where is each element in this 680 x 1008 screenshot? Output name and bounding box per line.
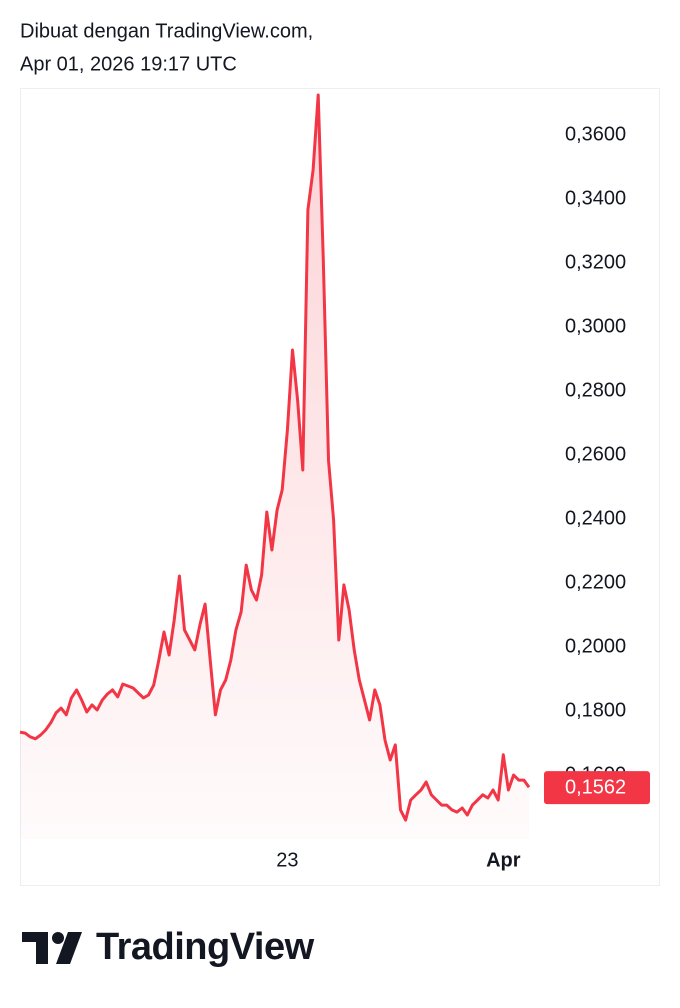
y-tick-label: 0,3000: [565, 315, 626, 337]
y-tick-label: 0,1800: [565, 699, 626, 721]
y-tick-label: 0,3400: [565, 187, 626, 209]
logo-icon: [36, 932, 48, 964]
logo-icon: [56, 932, 82, 964]
chart-frame: [20, 88, 660, 886]
y-tick-label: 0,2600: [565, 443, 626, 465]
brand-name: TradingView: [96, 926, 315, 968]
logo-icon: [22, 932, 48, 942]
logo-icon: [52, 932, 64, 944]
plot-area: 0,16000,18000,20000,22000,24000,26000,28…: [19, 93, 650, 871]
x-tick-label: Apr: [486, 849, 521, 871]
y-tick-label: 0,3600: [565, 123, 626, 145]
chart-title: Dibuat dengan TradingView.com,: [20, 20, 313, 42]
brand-logo: TradingView: [22, 926, 315, 968]
y-tick-label: 0,2200: [565, 571, 626, 593]
last-price-badge: [544, 771, 650, 805]
last-price-label: 0,1562: [565, 776, 626, 798]
y-tick-label: 0,2800: [565, 379, 626, 401]
x-tick-label: 23: [276, 849, 298, 871]
y-tick-label: 0,2400: [565, 507, 626, 529]
chart-subtitle: Apr 01, 2026 19:17 UTC: [20, 53, 237, 75]
area-fill: [20, 95, 529, 839]
price-line: [19, 93, 531, 822]
y-tick-label: 0,3200: [565, 251, 626, 273]
y-tick-label: 0,2000: [565, 635, 626, 657]
